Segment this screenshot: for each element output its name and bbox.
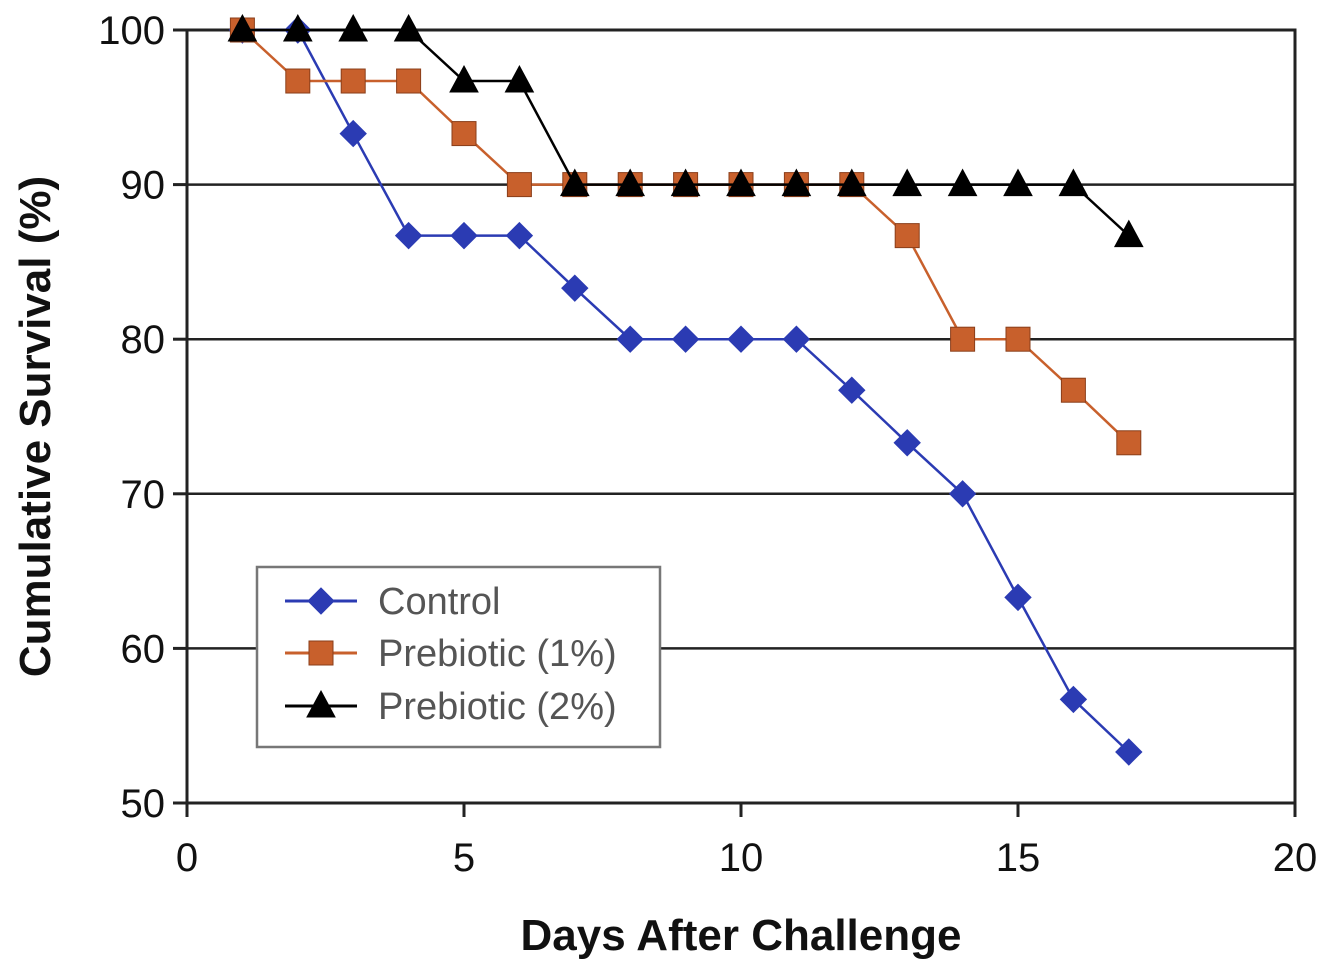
data-point <box>339 119 367 148</box>
y-axis-label: Cumulative Survival (%) <box>11 176 60 677</box>
legend-label: Prebiotic (1%) <box>378 633 617 675</box>
data-point <box>948 480 977 508</box>
data-point <box>450 221 478 250</box>
data-point <box>616 325 644 353</box>
legend-label: Prebiotic (2%) <box>378 686 617 728</box>
data-point <box>1060 377 1086 403</box>
series-line <box>242 28 1130 237</box>
data-point <box>561 274 589 302</box>
data-point <box>1004 583 1032 612</box>
data-point <box>950 326 976 352</box>
y-tick-label: 100 <box>98 9 165 53</box>
data-point <box>338 13 369 42</box>
legend: Control Prebiotic (1%) Prebiotic (2%) <box>255 565 662 749</box>
legend-label: Control <box>378 581 501 623</box>
x-axis-label: Days After Challenge <box>521 911 962 960</box>
data-point <box>282 13 313 42</box>
series-line <box>241 29 1130 444</box>
legend-marker <box>307 587 335 615</box>
axes: 50 60 70 80 90 100 0 5 10 15 20 <box>98 9 1317 880</box>
data-point <box>227 13 258 42</box>
legend-marker <box>306 689 336 718</box>
y-tick-label: 80 <box>121 318 166 362</box>
data-point <box>1058 168 1089 197</box>
data-point <box>836 168 867 197</box>
data-point <box>394 221 423 250</box>
x-tick-label: 15 <box>996 836 1041 880</box>
data-point <box>504 64 535 93</box>
series-2 <box>229 17 1142 456</box>
legend-item: Prebiotic (1%) <box>285 633 617 675</box>
data-point <box>505 221 534 250</box>
legend-marker <box>308 640 334 666</box>
legend-item: Prebiotic (2%) <box>285 686 617 728</box>
data-point <box>894 223 920 249</box>
data-point <box>559 168 590 197</box>
data-point <box>449 64 479 93</box>
data-point <box>1005 326 1031 352</box>
data-point <box>893 429 921 457</box>
data-point <box>506 172 532 198</box>
x-tick-label: 0 <box>176 836 198 880</box>
data-point <box>396 68 422 94</box>
y-tick-label: 70 <box>121 473 166 517</box>
data-point <box>726 168 756 197</box>
data-point <box>1115 738 1143 766</box>
x-tick-label: 10 <box>719 836 764 880</box>
data-point <box>285 68 311 94</box>
data-point <box>947 168 978 197</box>
data-point <box>782 325 811 353</box>
data-point <box>670 168 701 197</box>
y-tick-label: 90 <box>121 164 166 208</box>
data-point <box>892 168 923 197</box>
data-point <box>451 121 477 147</box>
series-3 <box>227 13 1144 248</box>
data-point <box>1113 219 1144 248</box>
data-point <box>615 168 646 197</box>
data-point <box>727 325 755 353</box>
data-point <box>1116 430 1142 456</box>
x-tick-label: 20 <box>1273 836 1318 880</box>
data-point <box>781 168 812 197</box>
data-point <box>671 325 700 353</box>
data-point <box>393 13 424 42</box>
data-point <box>838 376 866 404</box>
series-layer <box>227 13 1144 766</box>
data-point <box>1059 685 1088 714</box>
data-point <box>340 68 366 94</box>
legend-item: Control <box>285 581 501 623</box>
x-tick-label: 5 <box>453 836 475 880</box>
y-tick-label: 60 <box>121 627 166 671</box>
y-tick-label: 50 <box>121 782 166 826</box>
data-point <box>1003 168 1033 197</box>
